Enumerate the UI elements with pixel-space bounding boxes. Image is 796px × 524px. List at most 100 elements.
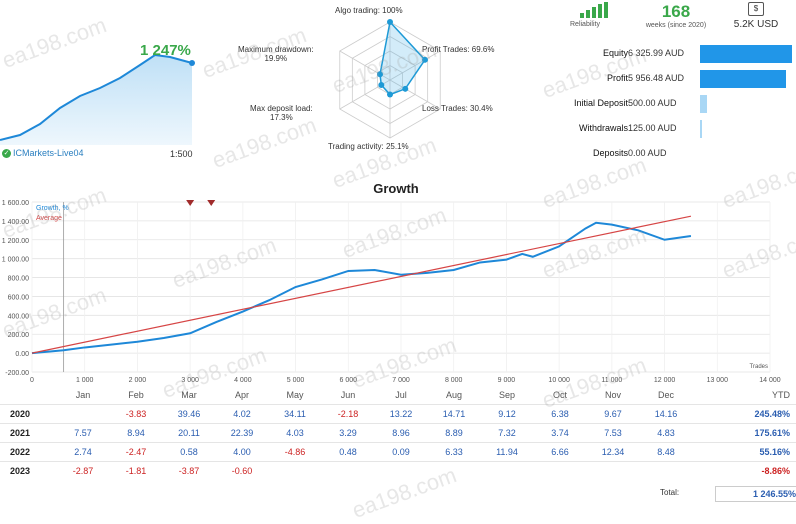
ytd-cell: 245.48%: [754, 409, 790, 419]
x-tick-label: 4 000: [234, 377, 252, 384]
radar-label-deposit-load: Max deposit load: 17.3%: [250, 104, 313, 122]
month-value-cell: 0.48: [339, 447, 357, 457]
month-header: Apr: [234, 390, 249, 400]
x-tick-label: 8 000: [445, 377, 463, 384]
ytd-cell: 55.16%: [759, 447, 790, 457]
x-tick-label: 10 000: [548, 377, 570, 384]
month-value-cell: 0.58: [180, 447, 198, 457]
table-row: 2022 2.74 -2.47 0.58 4.00 -4.86 0.48 0.09 6.33 11…: [0, 442, 796, 461]
radar-svg: [339, 19, 441, 139]
x-tick-label: 9 000: [498, 377, 516, 384]
radar-point: [387, 91, 393, 98]
month-value-cell: 3.29: [339, 428, 357, 438]
weeks-count: 168: [661, 2, 691, 21]
year-cell: 2020: [10, 409, 31, 419]
x-tick-label: 13 000: [707, 377, 729, 384]
month-value-cell: 9.12: [498, 409, 516, 419]
stat-bar: [700, 120, 702, 138]
month-value-cell: -3.87: [178, 466, 200, 476]
money-bag-icon: $: [748, 2, 764, 16]
month-value-cell: 4.00: [233, 447, 251, 457]
legend-item: Growth, %: [36, 205, 69, 212]
radar-point: [421, 56, 428, 63]
month-value-cell: 13.22: [389, 409, 413, 419]
month-value-cell: 22.39: [230, 428, 254, 438]
series-line-average: [31, 215, 692, 354]
x-tick-label: 11 000: [601, 377, 622, 384]
month-value-cell: 9.67: [604, 409, 622, 419]
weeks-widget: 168 weeks (since 2020): [636, 2, 716, 29]
stat-row-profit: Profit 5 956.48 AUD: [540, 70, 796, 88]
month-value-cell: 6.38: [551, 409, 569, 419]
stat-row-initial-deposit: Initial Deposit 500.00 AUD: [540, 95, 796, 113]
mini-growth-chart: [0, 53, 195, 145]
y-tick-label: 1 400.00: [2, 219, 29, 226]
month-value-cell: 11.94: [496, 447, 518, 457]
month-header: Feb: [128, 390, 144, 400]
stat-value: 6 325.99 AUD: [628, 48, 685, 58]
growth-percent: 1 247%: [140, 42, 191, 59]
month-value-cell: 7.57: [74, 428, 92, 438]
month-value-cell: 14.71: [442, 409, 466, 419]
stat-value: 125.00 AUD: [628, 123, 677, 133]
month-value-cell: 8.48: [657, 447, 675, 457]
y-tick-label: 400.00: [8, 313, 30, 320]
stat-label: Deposits: [592, 148, 628, 158]
x-tick-label: 6 000: [340, 377, 358, 384]
stat-bar: [700, 70, 787, 88]
radar-label-profit-trades: Profit Trades: 69.6%: [422, 45, 495, 54]
stat-bar: [700, 95, 708, 113]
account-name: ICMarkets-Live04: [13, 148, 84, 158]
reliability-label: Reliability: [570, 21, 600, 28]
month-value-cell: -2.18: [337, 409, 359, 419]
year-cell: 2023: [10, 466, 31, 476]
deal-marker-icon: [186, 200, 195, 206]
y-tick-label: 1 200.00: [2, 238, 29, 245]
month-header: Sep: [498, 390, 515, 400]
table-header-row: Jan Feb Mar Apr May Jun Jul Aug Sep Oct Nov Dec YTD: [0, 386, 796, 404]
month-header: May: [286, 390, 304, 400]
radar-chart: Algo trading: 100% Profit Trades: 69.6% …: [230, 0, 550, 160]
month-value-cell: 6.33: [445, 447, 463, 457]
reliability-widget: Reliability: [570, 2, 608, 28]
radar-label-algo: Algo trading: 100%: [335, 6, 403, 15]
month-header: Nov: [604, 390, 621, 400]
month-value-cell: 6.66: [551, 447, 569, 457]
y-tick-label: 200.00: [8, 332, 30, 339]
x-tick-label: 5 000: [287, 377, 305, 384]
month-value-cell: 3.74: [551, 428, 569, 438]
ytd-cell: 175.61%: [754, 428, 790, 438]
month-value-cell: 4.03: [286, 428, 304, 438]
table-row: 2021 7.57 8.94 20.11 22.39 4.03 3.29 8.96 8.89 7.…: [0, 423, 796, 442]
monthly-returns-table: Jan Feb Mar Apr May Jun Jul Aug Sep Oct Nov Dec YTD 2…: [0, 386, 796, 480]
radar-point: [377, 71, 384, 78]
y-tick-label: 600.00: [8, 294, 30, 301]
growth-chart: Growth -200.00 0.00 200.00 400.00 600.00 800.0…: [2, 181, 781, 384]
money-widget: $ 5.2K USD: [726, 2, 786, 30]
month-value-cell: 8.96: [392, 428, 410, 438]
month-header: Jul: [395, 390, 407, 400]
month-value-cell: -2.47: [125, 447, 147, 457]
broker-account[interactable]: ✓ ICMarkets-Live04: [2, 148, 84, 158]
month-value-cell: 12.34: [601, 447, 625, 457]
stat-value: 500.00 AUD: [628, 98, 677, 108]
month-header: Oct: [552, 390, 567, 400]
month-header: Jan: [75, 390, 91, 400]
leverage: 1:500: [170, 149, 193, 159]
month-value-cell: 20.11: [178, 428, 200, 438]
series-line-growth: [31, 221, 692, 355]
radar-point: [378, 82, 385, 89]
year-cell: 2022: [10, 447, 31, 457]
month-value-cell: -0.60: [231, 466, 253, 476]
radar-label-drawdown: Maximum drawdown: 19.9%: [238, 45, 314, 63]
stat-row-withdrawals: Withdrawals 125.00 AUD: [540, 120, 796, 138]
x-tick-label: 7 000: [392, 377, 410, 384]
y-tick-label: 1 600.00: [2, 200, 29, 207]
deal-marker-icon: [207, 200, 216, 206]
x-tick-label: 1 000: [76, 377, 94, 384]
month-value-cell: 39.46: [177, 409, 201, 419]
month-value-cell: 0.09: [392, 447, 410, 457]
stat-bar: [700, 45, 792, 63]
stat-label: Equity: [602, 48, 628, 58]
month-value-cell: 2.74: [74, 447, 92, 457]
